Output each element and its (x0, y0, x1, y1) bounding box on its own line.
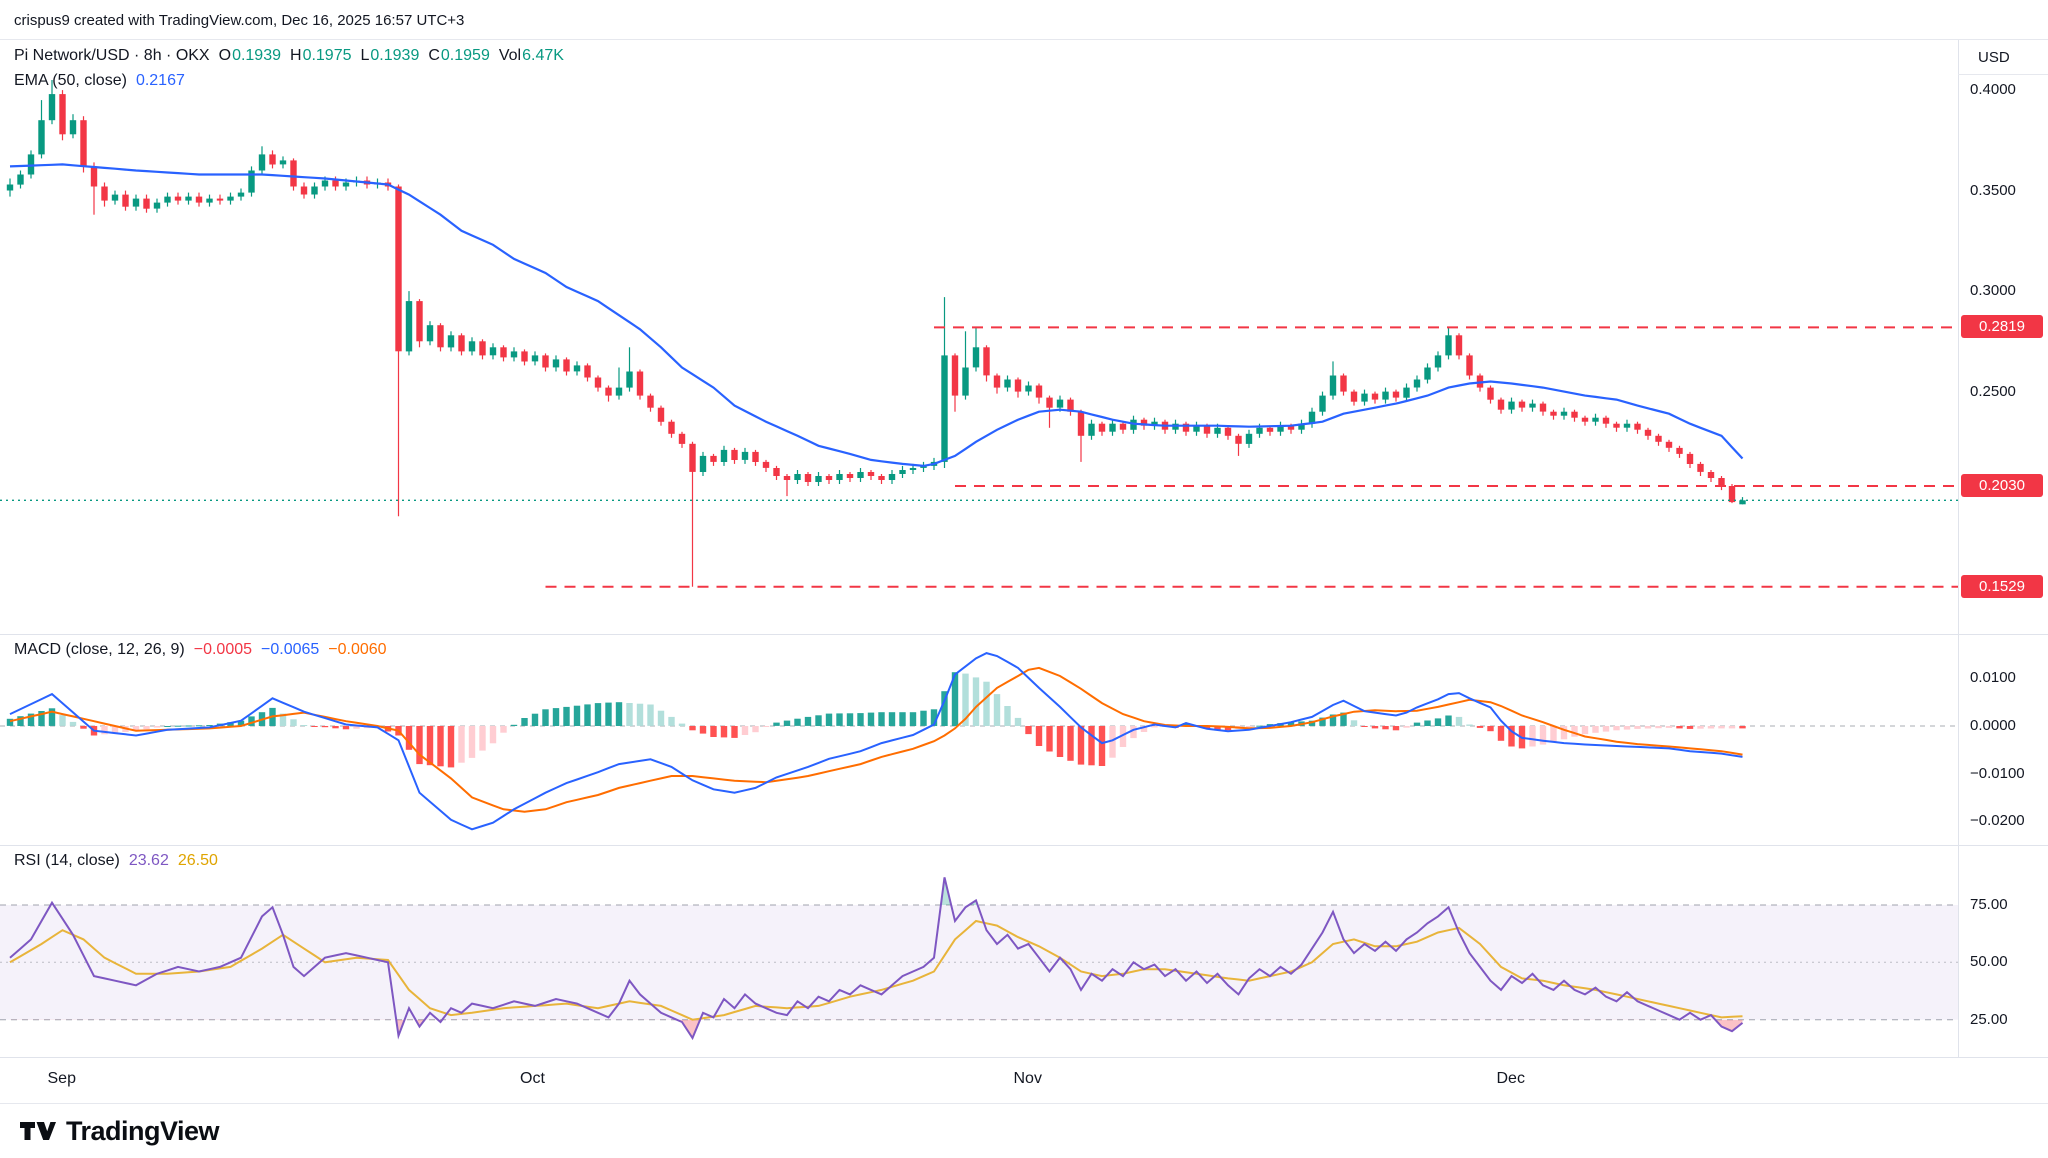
macd-plot[interactable]: MACD (close, 12, 26, 9) −0.0005 −0.0065 … (0, 635, 1958, 846)
macd-hist-value: −0.0005 (193, 641, 253, 658)
rsi-tick: 50.00 (1970, 953, 2008, 971)
price-tick: 0.3000 (1970, 282, 2016, 300)
price-tick: 0.3500 (1970, 181, 2016, 199)
rsi-line (9, 877, 1744, 1041)
price-level-label: 0.2819 (1961, 315, 2043, 339)
price-level-label: 0.2030 (1961, 474, 2043, 498)
ohlc-high: H 0.1975 (290, 47, 352, 64)
macd-histogram (6, 672, 1746, 768)
macd-tick: −0.0100 (1970, 764, 2025, 782)
rsi-tick: 25.00 (1970, 1010, 2008, 1028)
price-plot[interactable]: Pi Network/USD · 8h · OKX O 0.1939 H 0.197… (0, 40, 1958, 635)
month-label: Dec (1496, 1070, 1525, 1087)
price-axis[interactable]: USD 0.4000 0.3500 0.3000 0.2500 0.2819 0.2030… (1958, 40, 2048, 635)
price-tick: 0.4000 (1970, 81, 2016, 99)
volume-value: Vol 6.47K (498, 47, 564, 64)
rsi-value: 23.62 (128, 852, 169, 869)
rsi-axis[interactable]: 75.00 50.00 25.00 (1958, 846, 2048, 1058)
rsi-ma-value: 26.50 (177, 852, 218, 869)
symbol-legend[interactable]: Pi Network/USD · 8h · OKX O 0.1939 H 0.197… (14, 47, 564, 65)
macd-tick: −0.0200 (1970, 812, 2025, 830)
ohlc-low: L 0.1939 (360, 47, 420, 64)
price-level-label: 0.1529 (1961, 574, 2043, 598)
ema-value: 0.2167 (135, 72, 185, 89)
candles (6, 80, 1746, 587)
rsi-panel: RSI (14, close) 23.62 26.50 75.00 50.00 25… (0, 846, 2048, 1058)
macd-axis[interactable]: 0.0100 0.0000 −0.0100 −0.0200 (1958, 635, 2048, 846)
macd-panel: MACD (close, 12, 26, 9) −0.0005 −0.0065 … (0, 635, 2048, 846)
footer: TradingView (0, 1104, 2048, 1158)
rsi-legend[interactable]: RSI (14, close) 23.62 26.50 (14, 852, 218, 870)
macd-tick: 0.0000 (1970, 716, 2016, 734)
rsi-ma-line (9, 919, 1743, 1021)
macd-line (9, 652, 1743, 831)
rsi-label: RSI (14, close) (14, 852, 120, 869)
macd-tick: 0.0100 (1970, 669, 2016, 687)
macd-line-value: −0.0065 (261, 641, 320, 658)
price-chart-svg[interactable] (0, 40, 1958, 635)
macd-label: MACD (close, 12, 26, 9) (14, 641, 185, 658)
month-label: Nov (1013, 1070, 1042, 1087)
attribution-text: crispus9 created with TradingView.com, D… (0, 0, 2048, 40)
macd-chart-svg[interactable] (0, 635, 1958, 846)
month-label: Sep (47, 1070, 76, 1087)
macd-signal-line (9, 666, 1743, 813)
rsi-tick: 75.00 (1970, 895, 2008, 913)
ema50-line (9, 163, 1744, 468)
ema-legend[interactable]: EMA (50, close) 0.2167 (14, 72, 185, 90)
ohlc-open: O 0.1939 (218, 47, 281, 64)
price-tick: 0.2500 (1970, 382, 2016, 400)
tradingview-logo-icon[interactable] (20, 1119, 56, 1143)
currency-label: USD (1958, 40, 2048, 75)
ohlc-close: C 0.1959 (428, 47, 490, 64)
time-axis[interactable]: Sep Oct Nov Dec (0, 1058, 2048, 1104)
brand-name[interactable]: TradingView (66, 1115, 220, 1146)
rsi-chart-svg[interactable] (0, 846, 1958, 1058)
symbol-title: Pi Network/USD · 8h · OKX (14, 47, 210, 64)
rsi-plot[interactable]: RSI (14, close) 23.62 26.50 (0, 846, 1958, 1058)
ema-label: EMA (50, close) (14, 72, 127, 89)
price-panel: Pi Network/USD · 8h · OKX O 0.1939 H 0.197… (0, 40, 2048, 635)
month-label: Oct (520, 1070, 545, 1087)
macd-signal-value: −0.0060 (328, 641, 387, 658)
macd-legend[interactable]: MACD (close, 12, 26, 9) −0.0005 −0.0065 … (14, 641, 387, 659)
